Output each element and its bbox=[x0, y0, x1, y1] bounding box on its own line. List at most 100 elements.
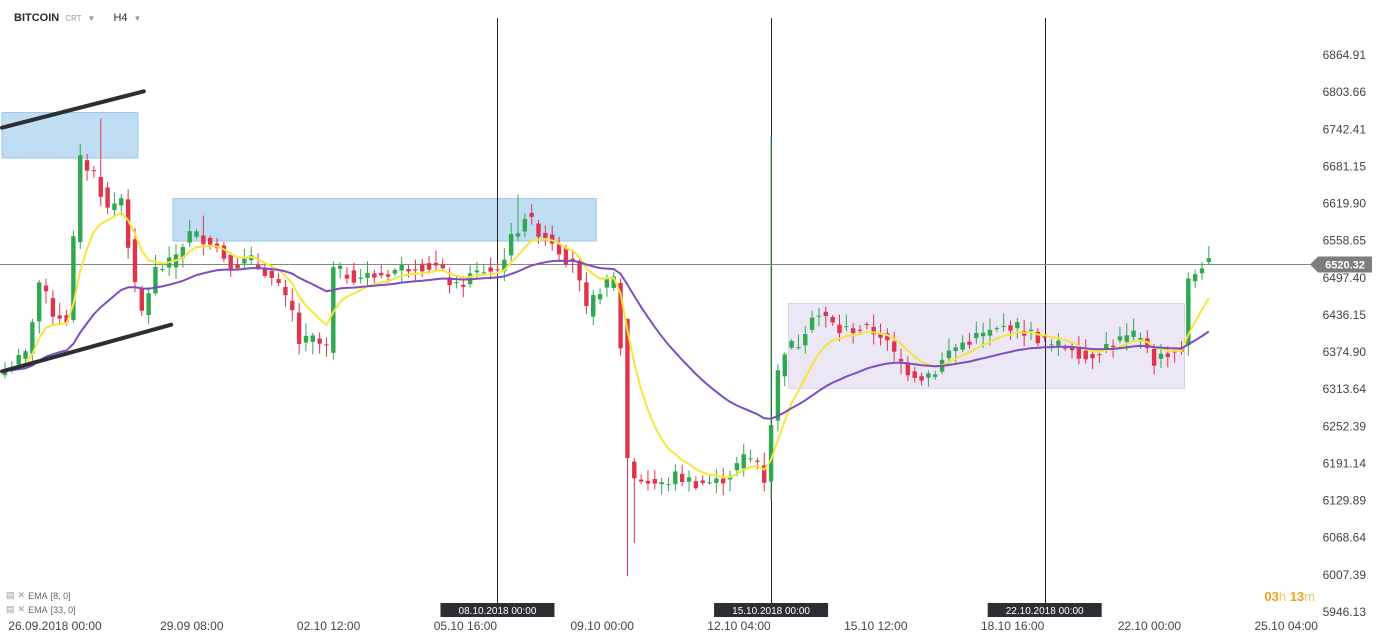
candle bbox=[310, 332, 315, 355]
candle-body bbox=[262, 268, 268, 276]
candle-body bbox=[584, 282, 589, 306]
candle bbox=[960, 335, 965, 353]
y-tick-label: 6374.90 bbox=[1323, 345, 1367, 359]
y-tick-label: 6068.64 bbox=[1323, 531, 1367, 545]
candle bbox=[967, 332, 972, 349]
date-tag-bg bbox=[440, 603, 555, 617]
close-icon[interactable]: ✕ bbox=[17, 590, 26, 600]
candle bbox=[1124, 323, 1129, 351]
candle-body bbox=[16, 355, 21, 365]
date-tag: 22.10.2018 00:00 bbox=[987, 603, 1102, 617]
chart-type-selector[interactable]: CRT bbox=[65, 13, 82, 23]
candle-body bbox=[926, 373, 931, 378]
candle bbox=[488, 257, 493, 280]
chevron-down-icon[interactable]: ▼ bbox=[87, 13, 96, 23]
candle-body bbox=[351, 270, 357, 283]
candle-body bbox=[50, 298, 56, 317]
candle-body bbox=[953, 347, 958, 351]
indicator-params: [33, 0] bbox=[50, 604, 76, 615]
y-tick-label: 6007.39 bbox=[1323, 568, 1367, 582]
candle bbox=[926, 370, 931, 387]
candle-body bbox=[1069, 346, 1075, 351]
candle bbox=[71, 230, 76, 323]
candle-body bbox=[645, 480, 651, 484]
candle-body bbox=[912, 371, 917, 378]
candle bbox=[132, 228, 138, 293]
candle-body bbox=[823, 311, 828, 317]
candle-body bbox=[905, 362, 911, 376]
candle-body bbox=[577, 260, 582, 281]
candle bbox=[1076, 336, 1082, 365]
candle-body bbox=[406, 268, 411, 272]
candle-body bbox=[850, 328, 856, 334]
timeframe-selector[interactable]: H4 bbox=[113, 12, 128, 24]
candle-body bbox=[208, 237, 213, 245]
candle bbox=[1035, 328, 1041, 347]
candle bbox=[611, 271, 616, 292]
candle-body bbox=[789, 341, 794, 348]
candle-body bbox=[180, 247, 186, 259]
chevron-down-icon[interactable]: ▼ bbox=[133, 13, 142, 23]
candle bbox=[673, 464, 678, 491]
candle-body bbox=[762, 465, 767, 483]
candle-body bbox=[1063, 347, 1068, 349]
indicator-params: [8, 0] bbox=[50, 590, 71, 601]
candle-body bbox=[139, 287, 144, 311]
candle-body bbox=[344, 274, 350, 279]
candle-body bbox=[372, 273, 377, 278]
candle-body bbox=[994, 328, 999, 330]
settings-icon[interactable]: ▤ bbox=[6, 590, 15, 600]
candle bbox=[625, 318, 630, 577]
candle bbox=[208, 235, 213, 250]
symbol-selector[interactable]: BITCOIN bbox=[14, 12, 60, 24]
candle bbox=[228, 252, 233, 277]
candle-body bbox=[331, 267, 336, 353]
x-tick-label: 18.10 16:00 bbox=[981, 619, 1045, 633]
candle-body bbox=[652, 479, 657, 484]
candle bbox=[317, 332, 322, 354]
candle bbox=[768, 136, 774, 501]
timer-hours-unit: h bbox=[1278, 589, 1287, 604]
candle-body bbox=[426, 263, 432, 270]
candle-body bbox=[960, 342, 965, 350]
candle bbox=[84, 153, 90, 181]
candle bbox=[755, 457, 760, 470]
candle-body bbox=[522, 219, 528, 232]
candle-body bbox=[317, 338, 322, 344]
candle-body bbox=[303, 335, 309, 343]
candle bbox=[146, 287, 151, 325]
candle bbox=[652, 469, 657, 490]
candle-body bbox=[228, 254, 233, 271]
candle bbox=[1056, 333, 1061, 356]
candle bbox=[550, 225, 555, 251]
candle-body bbox=[125, 199, 131, 248]
settings-icon[interactable]: ▤ bbox=[6, 604, 15, 614]
x-tick-label: 29.09 08:00 bbox=[160, 619, 224, 633]
candle-body bbox=[1199, 268, 1205, 274]
candle bbox=[290, 288, 295, 322]
candle bbox=[885, 328, 890, 351]
candle bbox=[1199, 262, 1205, 281]
candle-body bbox=[358, 277, 363, 279]
candle bbox=[1069, 342, 1075, 359]
candle-body bbox=[1131, 330, 1136, 337]
candle bbox=[789, 339, 794, 350]
indicator-legend-ema-8[interactable]: ▤ ✕ EMA [8, 0] bbox=[6, 590, 71, 601]
candle bbox=[399, 257, 404, 283]
y-tick-label: 6313.64 bbox=[1323, 382, 1367, 396]
close-icon[interactable]: ✕ bbox=[17, 604, 26, 614]
candle-body bbox=[721, 478, 726, 484]
candle-body bbox=[365, 273, 370, 278]
y-tick-label: 6619.90 bbox=[1323, 197, 1367, 211]
y-tick-label: 6436.15 bbox=[1323, 308, 1367, 322]
candle-body bbox=[440, 264, 445, 269]
candle bbox=[645, 470, 651, 491]
candle-body bbox=[112, 203, 117, 211]
candle bbox=[632, 458, 637, 543]
indicator-legend-ema-33[interactable]: ▤ ✕ EMA [33, 0] bbox=[6, 604, 76, 615]
candle-body bbox=[1158, 353, 1164, 359]
candle-body bbox=[734, 463, 740, 471]
candle bbox=[721, 467, 726, 496]
candle-body bbox=[385, 274, 391, 277]
